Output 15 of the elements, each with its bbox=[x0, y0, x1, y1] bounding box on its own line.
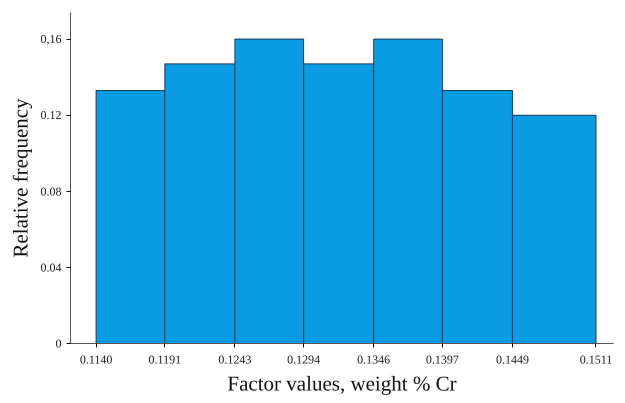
x-axis-title: Factor values, weight % Cr bbox=[227, 372, 457, 396]
x-tick-label: 0.1346 bbox=[357, 352, 390, 366]
y-tick-label: 0,16 bbox=[40, 32, 62, 46]
y-tick-label: 0.12 bbox=[40, 108, 62, 122]
y-tick-label: 0 bbox=[56, 336, 62, 350]
x-tick-label: 0.1191 bbox=[148, 352, 182, 366]
x-tick-label: 0.1449 bbox=[496, 352, 529, 366]
x-tick-label: 0.1397 bbox=[426, 352, 459, 366]
x-tick-label: 0.1294 bbox=[287, 352, 320, 366]
y-tick-label: 0.04 bbox=[40, 260, 62, 274]
x-tick-label: 0.1243 bbox=[218, 352, 252, 366]
x-tick-label: 0.1511 bbox=[580, 352, 612, 366]
x-tick-label: 0.1140 bbox=[80, 352, 112, 366]
y-tick-label: 0.08 bbox=[40, 184, 62, 198]
y-axis-title: Relative frequency bbox=[8, 98, 32, 258]
